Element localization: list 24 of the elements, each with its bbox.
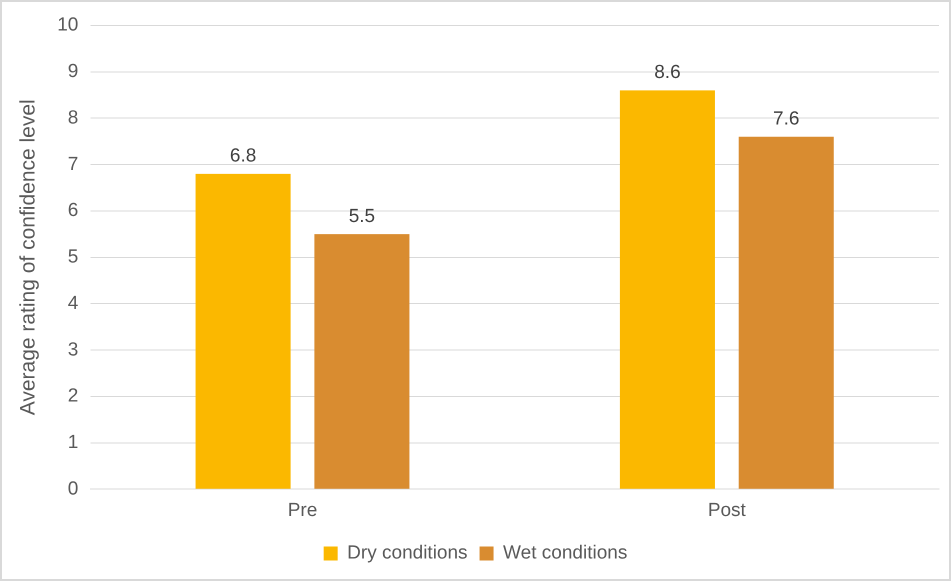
y-tick-label: 8 xyxy=(68,107,78,128)
x-tick-label: Pre xyxy=(288,500,318,521)
data-label: 6.8 xyxy=(230,146,256,167)
y-tick-label: 6 xyxy=(68,200,78,222)
y-tick-label: 1 xyxy=(68,432,78,454)
bar xyxy=(738,136,834,489)
y-tick-label: 2 xyxy=(68,386,78,407)
data-label: 5.5 xyxy=(348,206,376,227)
legend-label: Wet conditions xyxy=(503,542,628,564)
data-label: 7.6 xyxy=(773,108,800,130)
y-tick-label: 7 xyxy=(68,154,78,175)
y-tick-label: 0 xyxy=(68,478,78,500)
x-tick-label: Post xyxy=(708,500,747,521)
legend-label: Dry conditions xyxy=(347,542,468,564)
data-label: 8.6 xyxy=(654,62,681,84)
bar xyxy=(314,234,410,489)
y-tick-label: 4 xyxy=(68,292,79,314)
bar xyxy=(620,90,715,489)
y-tick-label: 10 xyxy=(57,14,78,36)
y-tick-label: 3 xyxy=(68,339,78,360)
y-tick-label: 5 xyxy=(68,246,78,268)
y-tick-label: 9 xyxy=(68,61,78,82)
y-axis-title: Average rating of confidence level xyxy=(16,99,40,416)
bar xyxy=(196,174,291,489)
